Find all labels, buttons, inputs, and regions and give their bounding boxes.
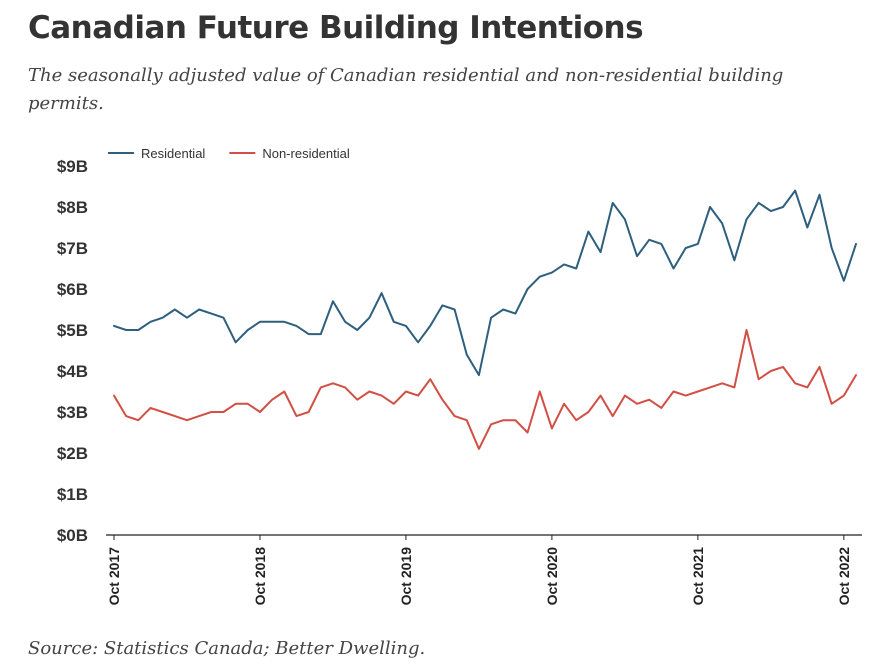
y-tick-label: $3B [57,403,88,422]
series-line-non-residential [113,329,857,450]
y-axis-ticks: $0B $1B $2B $3B $4B $5B $6B $7B $8B $9B [57,157,88,545]
series-line-residential [113,189,857,377]
y-tick-label: $4B [57,362,88,381]
y-tick-label: $9B [57,157,88,176]
y-tick-label: $8B [57,198,88,217]
source-note: Source: Statistics Canada; Better Dwelli… [28,638,426,659]
series-lines [113,189,857,450]
chart-subtitle: The seasonally adjusted value of Canadia… [28,65,784,114]
y-tick-label: $5B [57,321,88,340]
x-tick-label: Oct 2020 [544,547,560,606]
x-tick-label: Oct 2021 [690,547,706,606]
y-tick-label: $7B [57,239,88,258]
x-tick-label: Oct 2017 [106,547,122,606]
chart-title: Canadian Future Building Intentions [28,10,644,46]
y-tick-label: $0B [57,526,88,545]
x-axis-ticks: Oct 2017 Oct 2018 Oct 2019 Oct 2020 Oct 2021… [106,535,852,605]
y-tick-label: $1B [57,485,88,504]
y-tick-label: $6B [57,280,88,299]
x-tick-label: Oct 2022 [836,547,852,606]
legend: Residential Non-residential [108,146,350,161]
y-tick-label: $2B [57,444,88,463]
x-tick-label: Oct 2019 [398,547,414,606]
legend-label: Residential [141,146,205,161]
x-tick-label: Oct 2018 [252,547,268,606]
legend-label: Non-residential [262,146,350,161]
